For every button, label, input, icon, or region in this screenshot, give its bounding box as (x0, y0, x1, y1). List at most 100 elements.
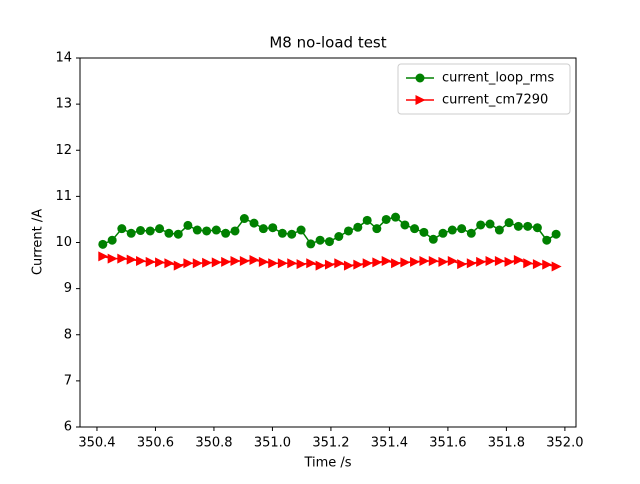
marker (428, 255, 439, 266)
y-tick-label: 8 (64, 327, 72, 342)
marker (249, 255, 260, 266)
marker (438, 228, 448, 238)
marker (494, 225, 504, 235)
x-tick-label: 352.0 (546, 436, 583, 451)
marker (98, 239, 108, 249)
marker (532, 223, 542, 233)
marker (372, 224, 382, 234)
legend-label: current_cm7290 (442, 93, 548, 108)
marker (485, 255, 496, 266)
marker (107, 253, 118, 264)
marker (183, 220, 193, 230)
marker (296, 259, 307, 270)
marker (476, 220, 486, 230)
marker (239, 255, 250, 266)
marker (268, 223, 278, 233)
x-tick-label: 351.4 (371, 436, 408, 451)
marker (239, 214, 249, 224)
marker (415, 73, 425, 83)
marker (315, 235, 325, 245)
marker (494, 255, 505, 266)
marker (126, 228, 136, 238)
marker (513, 255, 524, 266)
marker (504, 218, 514, 228)
marker (457, 224, 467, 234)
marker (391, 212, 401, 222)
marker (126, 254, 137, 265)
marker (447, 255, 458, 266)
marker (372, 257, 383, 268)
marker (334, 232, 344, 242)
x-tick-label: 350.4 (78, 436, 115, 451)
marker (306, 258, 317, 269)
marker (362, 215, 372, 225)
y-tick-label: 10 (55, 235, 72, 250)
x-tick-label: 351.2 (312, 436, 349, 451)
marker (202, 226, 212, 236)
marker (117, 253, 128, 264)
marker (400, 220, 410, 230)
marker (192, 258, 203, 269)
chart-title: M8 no-load test (269, 34, 386, 52)
marker (136, 226, 146, 236)
marker (504, 256, 515, 267)
marker (415, 95, 426, 105)
marker (391, 258, 402, 269)
marker (523, 221, 533, 231)
marker (230, 226, 240, 236)
marker (258, 256, 269, 267)
y-tick-label: 13 (55, 97, 72, 112)
marker (353, 259, 364, 270)
marker (107, 235, 117, 245)
marker (343, 260, 354, 271)
y-tick-label: 11 (55, 189, 72, 204)
marker (315, 260, 326, 271)
marker (551, 261, 562, 272)
marker (202, 257, 213, 268)
marker (155, 224, 165, 234)
marker (532, 259, 543, 270)
legend-box (397, 63, 571, 115)
marker (542, 259, 553, 270)
y-tick-label: 7 (64, 373, 72, 388)
marker (98, 251, 109, 262)
marker (419, 227, 429, 237)
marker (523, 258, 534, 269)
x-tick-label: 351.8 (488, 436, 525, 451)
x-tick-label: 351.0 (254, 436, 291, 451)
marker (343, 226, 353, 236)
marker (466, 258, 477, 269)
marker (164, 228, 174, 238)
x-tick-label: 350.8 (195, 436, 232, 451)
marker (277, 228, 287, 238)
plot-frame (79, 57, 577, 428)
marker (287, 258, 298, 269)
marker (447, 225, 457, 235)
marker (145, 256, 156, 267)
marker (381, 255, 392, 266)
marker (287, 229, 297, 239)
marker (277, 258, 288, 269)
marker (419, 255, 430, 266)
marker (410, 224, 420, 234)
marker (117, 224, 127, 234)
marker (381, 214, 391, 224)
marker (466, 228, 476, 238)
x-tick-label: 350.6 (137, 436, 174, 451)
marker (164, 258, 175, 269)
marker (268, 258, 279, 269)
y-tick-label: 12 (55, 143, 72, 158)
marker (551, 229, 561, 239)
marker (457, 259, 468, 270)
marker (211, 225, 221, 235)
marker (155, 257, 166, 268)
marker (221, 256, 232, 267)
marker (513, 221, 523, 231)
x-axis-label: Time /s (303, 456, 351, 471)
marker (183, 258, 194, 269)
y-tick-label: 9 (64, 281, 72, 296)
marker (296, 225, 306, 235)
marker (230, 255, 241, 266)
marker (362, 258, 373, 269)
